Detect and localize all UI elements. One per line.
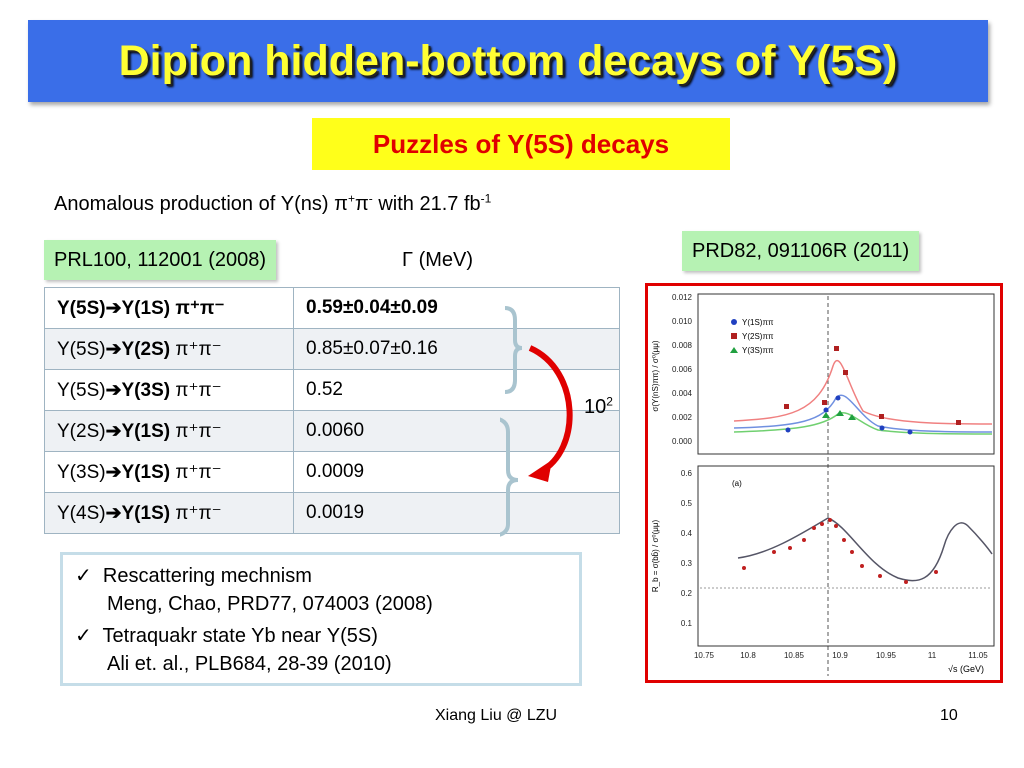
table-row: Υ(5S)➔Υ(1S) π⁺π⁻ 0.59±0.04±0.09 (44, 287, 620, 329)
table-row: Υ(5S)➔Υ(2S) π⁺π⁻ 0.85±0.07±0.16 (44, 328, 620, 370)
legend-1s-marker (731, 319, 737, 325)
decay-width-cell: 0.0009 (293, 451, 620, 493)
curve-1s (733, 394, 993, 433)
legend-3s: Υ(3S)ππ (742, 346, 774, 355)
note-rescattering: ✓ Rescattering mechnism (75, 565, 312, 587)
decay-width-cell: 0.0019 (293, 492, 620, 534)
lower-brace (500, 417, 519, 537)
svg-text:11.05: 11.05 (968, 651, 988, 660)
svg-text:0.000: 0.000 (672, 437, 693, 446)
top-ylabel: σ(Υ(nS)ππ) / σ⁰(μμ) (651, 340, 660, 411)
upper-brace (504, 306, 523, 394)
arrow-icon: ➔ (105, 420, 122, 442)
decay-width-cell: 0.85±0.07±0.16 (293, 328, 620, 370)
decay-process-cell: Υ(5S)➔Υ(1S) π⁺π⁻ (44, 287, 294, 329)
decay-width-table: Υ(5S)➔Υ(1S) π⁺π⁻ 0.59±0.04±0.09 Υ(5S)➔Υ(2S… (44, 287, 620, 534)
note-tetraquark: ✓ Tetraquakr state Yb near Υ(5S) (75, 625, 378, 647)
subtitle-box: Puzzles of Υ(5S) decays (312, 118, 730, 170)
svg-text:0.002: 0.002 (672, 413, 693, 422)
svg-text:0.010: 0.010 (672, 317, 693, 326)
table-row: Υ(3S)➔Υ(1S) π⁺π⁻ 0.0009 (44, 451, 620, 493)
top-yticks: 0.012 0.010 0.008 0.006 0.004 0.002 0.00… (672, 293, 693, 446)
curve-3s (733, 411, 993, 435)
title-bar (28, 20, 988, 102)
decay-process-cell: Υ(5S)➔Υ(2S) π⁺π⁻ (44, 328, 294, 370)
svg-text:0.008: 0.008 (672, 341, 693, 350)
svg-text:0.5: 0.5 (681, 499, 693, 508)
rb-points (742, 518, 938, 584)
reference-prl: PRL100, 112001 (2008) (44, 240, 277, 280)
decay-width-cell: 0.59±0.04±0.09 (293, 287, 620, 329)
svg-text:10.95: 10.95 (876, 651, 897, 660)
table-row: Υ(5S)➔Υ(3S) π⁺π⁻ 0.52 (44, 369, 620, 411)
comparison-arrow-graphic (500, 306, 573, 537)
points-1s (785, 395, 913, 435)
svg-text:10.75: 10.75 (694, 651, 715, 660)
bottom-xticks: 10.75 10.8 10.85 10.9 10.95 11 11.05 (694, 651, 988, 660)
red-arrow (528, 345, 573, 475)
legend-2s: Υ(2S)ππ (742, 332, 774, 341)
arrow-icon: ➔ (105, 379, 122, 401)
svg-text:0.3: 0.3 (681, 559, 693, 568)
decay-process-cell: Υ(3S)➔Υ(1S) π⁺π⁻ (44, 451, 294, 493)
red-arrow-head (528, 460, 552, 482)
top-panel-axes (697, 293, 995, 455)
arrow-icon: ➔ (105, 338, 122, 360)
bottom-panel-axes (697, 465, 995, 647)
bottom-panel-label: (a) (732, 479, 742, 488)
legend-1s: Υ(1S)ππ (742, 318, 774, 327)
bottom-xlabel: √s (GeV) (948, 664, 984, 674)
note-meng-ref: Meng, Chao, PRD77, 074003 (2008) (107, 593, 433, 615)
notes-box: ✓ Rescattering mechnism Meng, Chao, PRD7… (60, 552, 582, 686)
rb-fit-curve (737, 517, 993, 582)
belle-figure: 0.012 0.010 0.008 0.006 0.004 0.002 0.00… (651, 293, 995, 676)
svg-text:0.012: 0.012 (672, 293, 693, 302)
svg-text:0.1: 0.1 (681, 619, 693, 628)
points-2s (784, 346, 961, 425)
legend-3s-marker (730, 347, 738, 353)
decay-process-cell: Υ(2S)➔Υ(1S) π⁺π⁻ (44, 410, 294, 452)
intro-text: Anomalous production of Υ(ns) π+π- with … (54, 191, 492, 215)
svg-text:11: 11 (928, 651, 937, 660)
arrow-icon: ➔ (105, 297, 122, 319)
bottom-ylabel: R_b = σ(bb̄) / σ⁰(μμ) (651, 520, 660, 593)
legend-2s-marker (731, 333, 737, 339)
arrow-icon: ➔ (105, 502, 122, 524)
decay-process-cell: Υ(4S)➔Υ(1S) π⁺π⁻ (44, 492, 294, 534)
svg-text:10.8: 10.8 (740, 651, 756, 660)
svg-text:0.2: 0.2 (681, 589, 693, 598)
decay-process-cell: Υ(5S)➔Υ(3S) π⁺π⁻ (44, 369, 294, 411)
ratio-factor: 102 (584, 394, 613, 418)
footer-page-number: 10 (940, 707, 958, 724)
svg-text:0.6: 0.6 (681, 469, 693, 478)
footer-author: Xiang Liu @ LZU (435, 707, 558, 724)
arrow-icon: ➔ (105, 461, 122, 483)
reference-prd: PRD82, 091106R (2011) (682, 231, 920, 271)
svg-text:10.9: 10.9 (832, 651, 848, 660)
svg-text:0.004: 0.004 (672, 389, 693, 398)
slide-title: Dipion hidden-bottom decays of Υ(5S) (118, 37, 898, 85)
table-row: Υ(4S)➔Υ(1S) π⁺π⁻ 0.0019 (44, 492, 620, 534)
points-3s (822, 410, 856, 420)
svg-text:0.4: 0.4 (681, 529, 693, 538)
svg-text:0.006: 0.006 (672, 365, 693, 374)
bottom-yticks: 0.6 0.5 0.4 0.3 0.2 0.1 (681, 469, 693, 628)
svg-text:10.85: 10.85 (784, 651, 805, 660)
gamma-header: Γ (MeV) (402, 249, 474, 271)
note-ali-ref: Ali et. al., PLB684, 28-39 (2010) (107, 653, 392, 675)
figure-frame: 0.012 0.010 0.008 0.006 0.004 0.002 0.00… (645, 283, 1003, 683)
